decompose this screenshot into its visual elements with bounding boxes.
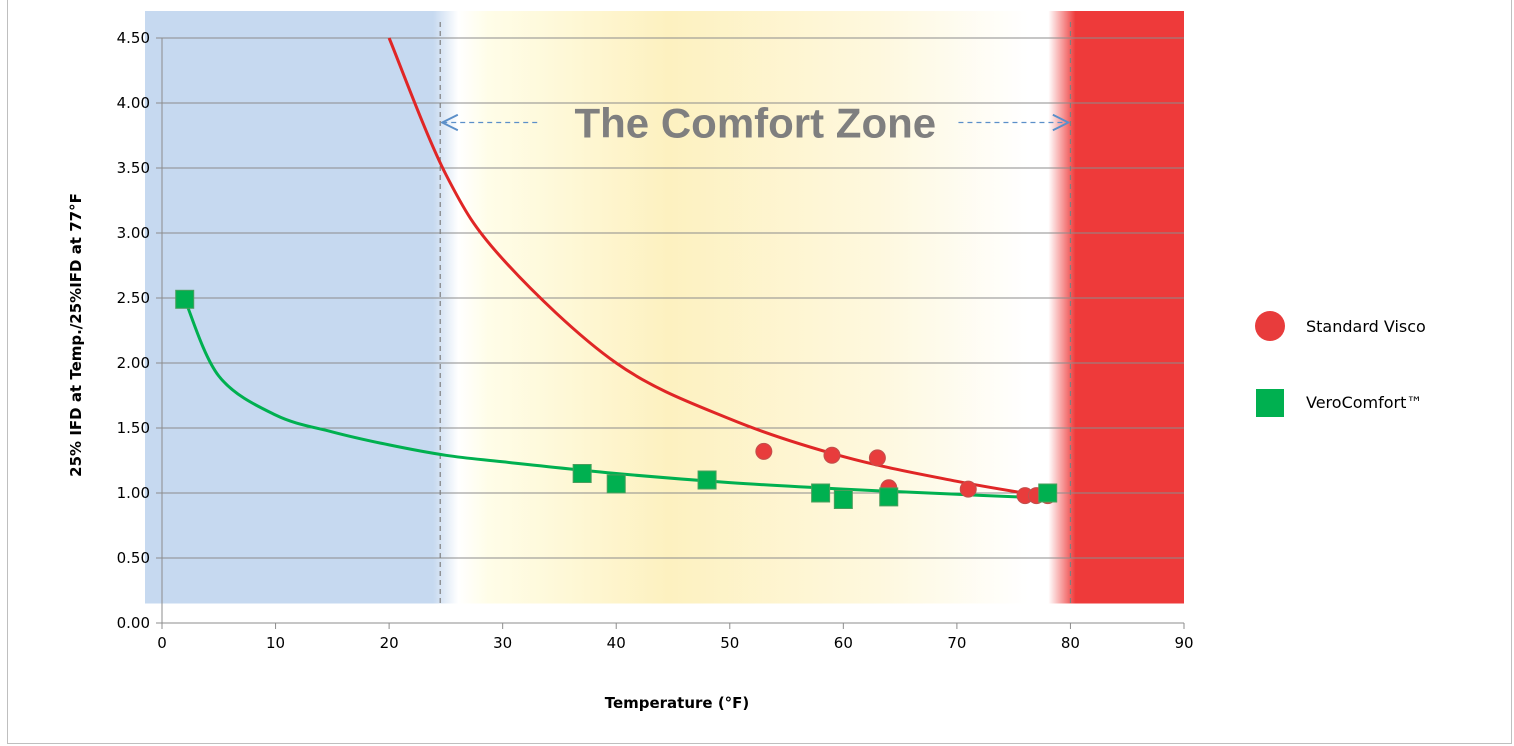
x-tick-label: 20 [380,634,399,652]
x-tick-label: 70 [947,634,966,652]
comfort-zone-markers: The Comfort Zone [439,22,1072,606]
x-tick-label: 0 [157,634,167,652]
data-point-standard-visco [959,480,977,498]
data-point-standard-visco [868,449,886,467]
data-point-verocomfort [1038,483,1058,503]
y-tick-label: 4.00 [117,94,150,112]
data-point-verocomfort [811,483,831,503]
y-tick-label: 3.00 [117,224,150,242]
data-point-standard-visco [823,446,841,464]
trendlines [183,37,1048,500]
y-tick-label: 1.00 [117,484,150,502]
legend-marker-verocomfort [1256,389,1284,417]
data-point-verocomfort [833,490,853,509]
data-point-verocomfort [879,487,899,507]
y-tick-label: 3.50 [117,159,150,177]
data-point-verocomfort [606,474,626,494]
legend-label-verocomfort: VeroComfort™ [1306,393,1422,412]
y-tick-label: 0.50 [117,549,150,567]
y-tick-label: 2.50 [117,289,150,307]
x-tick-label: 30 [493,634,512,652]
x-tick-label: 90 [1174,634,1193,652]
axes: 0.00 0.50 1.00 1.50 2.00 2.50 3.00 3.50 4.00 4.50… [117,29,1194,652]
legend-marker-standard-visco [1255,311,1285,341]
trendline-standard-visco [387,37,1048,499]
chart-svg: The Comfort Zone 0.00 0.50 1.00 1.50 2.00 2.5… [67,11,1426,712]
x-tick-label: 10 [266,634,285,652]
x-tick-label: 50 [720,634,739,652]
band-comfort [458,11,1059,604]
data-point-standard-visco [755,442,773,460]
y-tick-label: 2.00 [117,354,150,372]
x-axis-title: Temperature (°F) [605,694,750,712]
legend: Standard Visco VeroComfort™ [1255,311,1426,417]
data-point-verocomfort [697,470,717,490]
x-tick-label: 60 [834,634,853,652]
band-hot [1048,11,1184,604]
y-tick-label: 1.50 [117,419,150,437]
data-points [175,289,1058,509]
chart-frame: The Comfort Zone 0.00 0.50 1.00 1.50 2.00 2.5… [7,0,1512,744]
comfort-zone-label: The Comfort Zone [575,100,937,147]
x-tick-label: 40 [607,634,626,652]
gridlines [162,37,1184,559]
y-tick-label: 0.00 [117,614,150,632]
data-point-verocomfort [572,464,592,483]
background-bands [145,11,1184,604]
band-cold [145,11,459,604]
data-point-verocomfort [175,289,195,309]
y-axis-title: 25% IFD at Temp./25%IFD at 77°F [67,193,85,477]
x-tick-label: 80 [1061,634,1080,652]
y-tick-label: 4.50 [117,29,150,47]
trendline-verocomfort [183,298,1048,500]
legend-label-standard-visco: Standard Visco [1306,317,1426,336]
